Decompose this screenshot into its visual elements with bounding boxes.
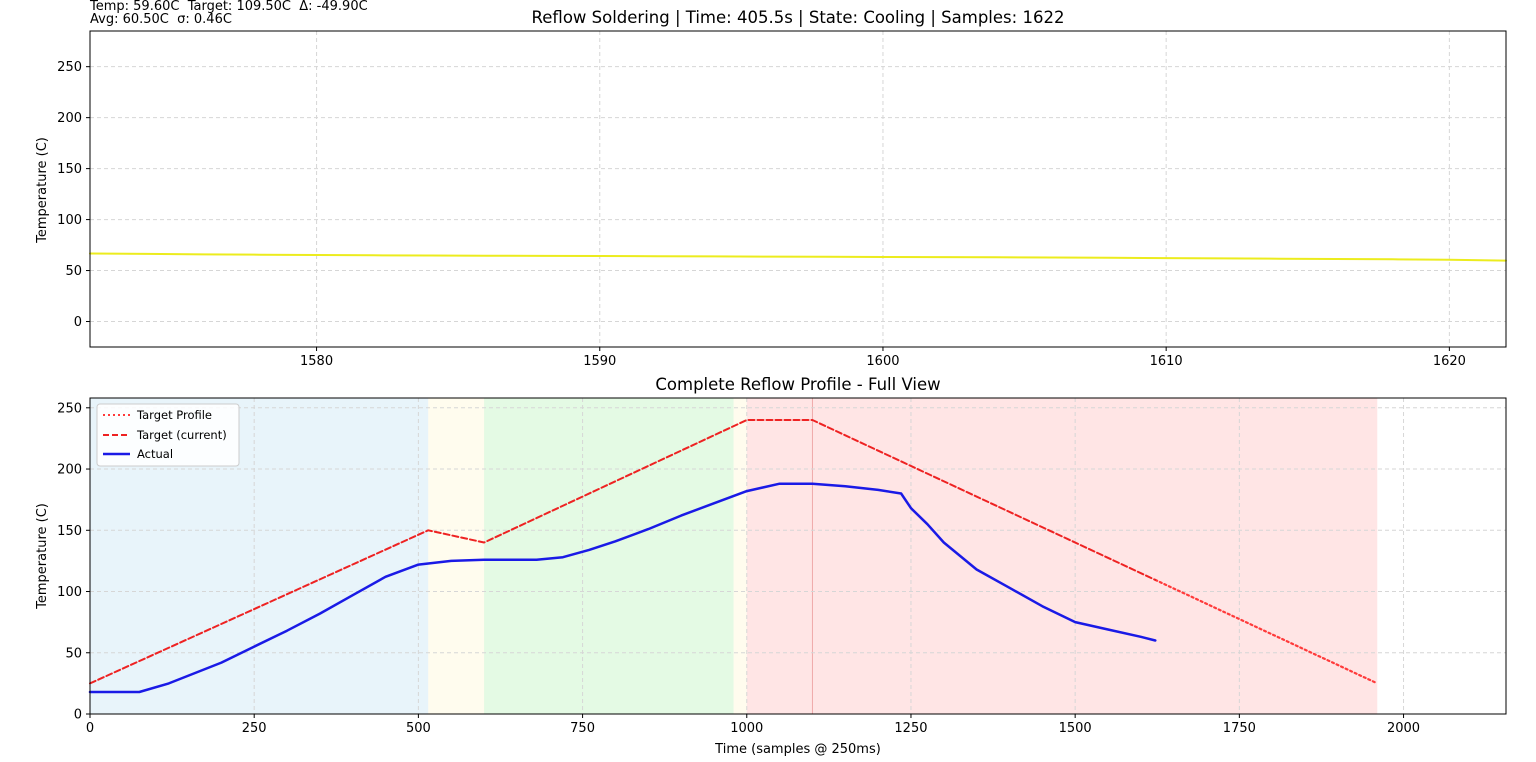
x-tick-label: 1600	[866, 354, 899, 369]
live-chart-title: Reflow Soldering | Time: 405.5s | State:…	[532, 8, 1065, 27]
x-tick-label: 1590	[583, 354, 616, 369]
plot-frame	[89, 397, 1507, 715]
y-tick-label: 250	[57, 60, 82, 75]
y-tick-label: 200	[57, 463, 82, 478]
y-tick-label: 50	[65, 646, 82, 661]
legend-label-target-profile: Target Profile	[136, 408, 212, 422]
series-line-target-current-	[89, 419, 1157, 685]
x-tick-label: 250	[242, 721, 267, 736]
live-chart-ylabel: Temperature (C)	[35, 137, 50, 244]
phase-zone	[428, 398, 485, 714]
x-tick-label: 0	[86, 721, 94, 736]
phase-zone	[746, 398, 1378, 714]
y-tick-label: 50	[65, 264, 82, 279]
y-tick-label: 100	[57, 585, 82, 600]
x-tick-label: 500	[406, 721, 431, 736]
x-tick-label: 1000	[730, 721, 763, 736]
legend: Target Profile Target (current) Actual	[96, 403, 240, 467]
profile-chart-ylabel: Temperature (C)	[35, 503, 50, 610]
y-tick-label: 100	[57, 213, 82, 228]
y-tick-label: 0	[74, 315, 82, 330]
x-tick-label: 1620	[1433, 354, 1466, 369]
x-tick-label: 1250	[894, 721, 927, 736]
x-tick-label: 750	[570, 721, 595, 736]
x-tick-label: 1610	[1150, 354, 1183, 369]
statistics-readout: Avg: 60.50C σ: 0.46C	[90, 12, 232, 27]
series-line-target-profile	[1154, 578, 1379, 685]
profile-chart-xlabel: Time (samples @ 250ms)	[714, 742, 881, 757]
profile-chart: 0 250 500 750 1000 1250 1500 1750 2000 0 50 100 150 2…	[57, 397, 1507, 736]
profile-chart-title: Complete Reflow Profile - Full View	[655, 375, 940, 394]
plot-frame	[89, 30, 1507, 348]
x-tick-label: 1750	[1223, 721, 1256, 736]
legend-label-target-current: Target (current)	[136, 428, 227, 442]
live-temperature-chart: 1580 1590 1600 1610 1620 0 50 100 150 200 250	[57, 30, 1507, 369]
x-tick-label: 1580	[300, 354, 333, 369]
x-tick-label: 2000	[1387, 721, 1420, 736]
legend-box	[96, 403, 240, 467]
legend-label-actual: Actual	[137, 447, 173, 461]
y-tick-label: 200	[57, 111, 82, 126]
y-tick-label: 150	[57, 162, 82, 177]
phase-zone	[484, 398, 734, 714]
y-tick-label: 250	[57, 401, 82, 416]
series-line-actual	[88, 482, 1157, 694]
y-tick-label: 150	[57, 524, 82, 539]
x-tick-label: 1500	[1059, 721, 1092, 736]
series-line-temperature	[89, 252, 1507, 262]
y-tick-label: 0	[74, 708, 82, 723]
phase-zone	[733, 398, 747, 714]
temperature-readout: Temp: 59.60C Target: 109.50C Δ: -49.90C	[90, 0, 368, 14]
